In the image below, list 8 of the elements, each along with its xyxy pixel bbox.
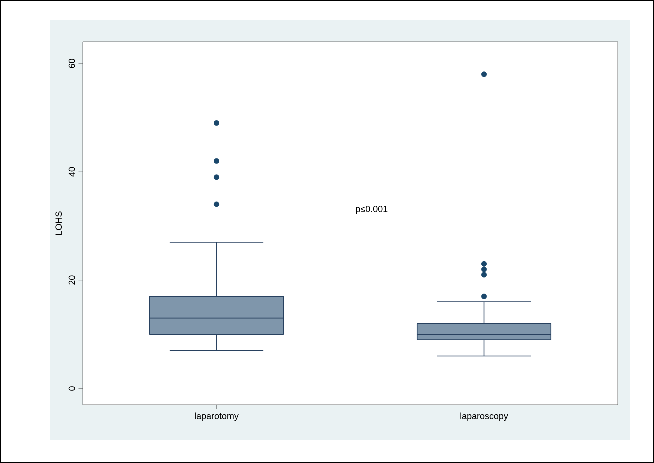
y-tick-label: 60 <box>68 59 76 68</box>
y-tick-label: 20 <box>68 276 76 285</box>
x-tick-label: laparotomy <box>195 412 239 422</box>
y-axis-title: LOHS <box>56 212 62 235</box>
y-tick-label: 0 <box>68 386 76 391</box>
annotation: p≤0.001 <box>356 206 388 214</box>
y-tick-label: 40 <box>68 167 76 177</box>
x-tick-label: laparoscopy <box>460 412 508 422</box>
